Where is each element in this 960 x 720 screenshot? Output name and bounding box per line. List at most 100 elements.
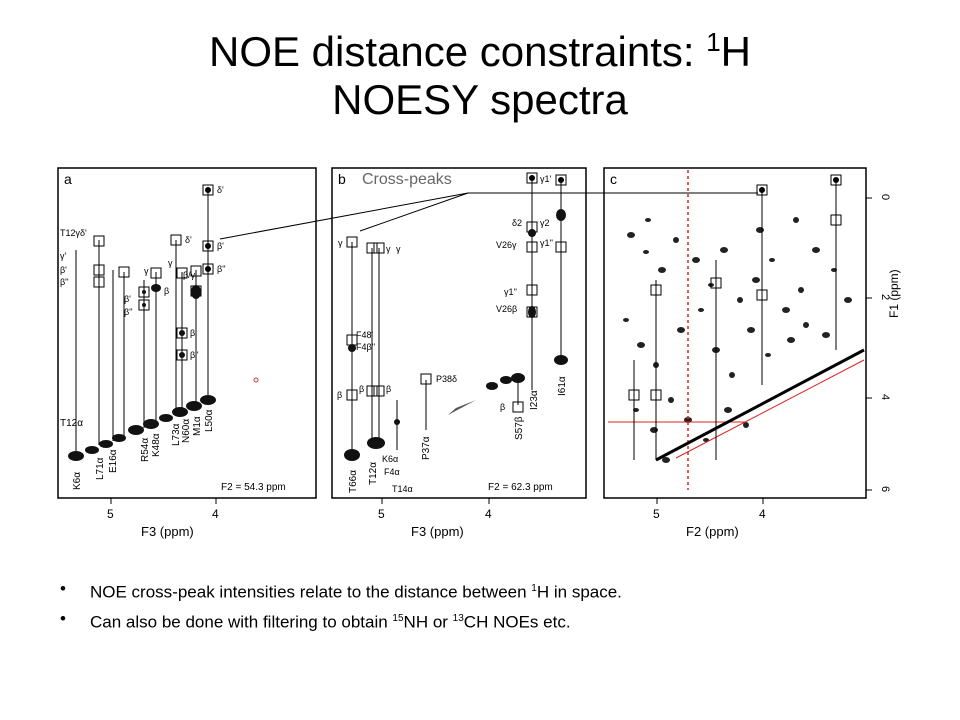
panel-a-peak-label: δ' (217, 185, 224, 195)
panel-a-left-label: β' (60, 265, 67, 275)
panel-c-tick-label: 4 (759, 507, 766, 521)
panel-a-peak-label: β'' (217, 264, 226, 274)
panel-a-tick-label: 5 (107, 507, 114, 521)
panel-c-ytick-label: 6 (879, 486, 891, 492)
panel-b-peak-label: γ1' (540, 174, 552, 184)
panel-a-peak-label: β'' (190, 350, 199, 360)
panel-b-peak-label: F48' (356, 330, 374, 340)
panel-a-residue-label: R54α (140, 438, 151, 462)
panel-b-letter: b (338, 171, 346, 187)
panel-a-footer: F2 = 54.3 ppm (221, 482, 286, 493)
panel-c-tick-label: 5 (653, 507, 660, 521)
panel-b-peak-label: δ2 (512, 218, 522, 228)
bullet-text: NOE cross-peak intensities relate to the… (90, 582, 532, 602)
panel-c-diagonal (655, 348, 865, 462)
panel-a-peak-label: T12α (60, 418, 83, 429)
panel-b-peak-label: T14α (392, 484, 413, 494)
bullet-item: NOE cross-peak intensities relate to the… (60, 576, 920, 606)
panel-a-letter: a (64, 171, 72, 187)
panel-a-left-label: β'' (60, 277, 69, 287)
bullet-sup: 15 (392, 612, 404, 624)
panel-c-yticks (866, 197, 872, 491)
panel-a-left-label: γ' (60, 251, 67, 261)
panel-b-peak-label: γ1'' (540, 238, 553, 248)
panel-a-xlabel: F3 (ppm) (141, 524, 194, 539)
panel-b-smear (448, 400, 476, 415)
title-line-2: NOESY spectra (332, 76, 628, 123)
panel-b-peak-label: γ (386, 244, 391, 254)
panel-c-xlabel: F2 (ppm) (686, 524, 739, 539)
bullet-text: H in space. (536, 582, 622, 602)
panel-c-strips (633, 180, 837, 460)
bullet-text: NH or (403, 612, 453, 632)
panel-a-peak-label: β' (190, 328, 197, 338)
panel-a-peak-label: γ (168, 258, 173, 268)
panel-c-noise-peaks (623, 217, 852, 463)
cross-peaks-annotation: Cross-peaks (219, 171, 758, 240)
panel-a-red-peak (253, 377, 259, 383)
bullet-list: NOE cross-peak intensities relate to the… (60, 576, 920, 635)
panel-b-peak-label: P38δ (436, 374, 457, 384)
panel-a-residue-label: K48α (151, 433, 162, 457)
panel-a-tick-label: 4 (212, 507, 219, 521)
panel-a-peak-label: β/γ (183, 270, 196, 280)
panel-c-cross-peaks (628, 174, 842, 401)
pointer-line-a (219, 192, 469, 240)
panel-a-peak-dots (142, 284, 201, 358)
panel-c-ytick-label: 4 (879, 394, 891, 400)
panel-b-residue-label: P37α (421, 436, 432, 460)
panel-a-peak-label: δ' (185, 235, 192, 245)
panel-b-ticks (381, 498, 490, 504)
panel-b-tick-label: 5 (378, 507, 385, 521)
panel-b: b (331, 167, 587, 539)
panel-b-peak-label: β (337, 390, 342, 400)
title-text-h: H (720, 28, 752, 75)
panel-a-diagonal-peaks (68, 395, 216, 461)
panel-b-cross-peaks (346, 172, 567, 413)
panel-b-residue-label: T12α (368, 462, 379, 485)
panel-c-diagonal-red (675, 359, 865, 459)
panel-c: c (603, 167, 901, 539)
panel-b-peak-label: β (359, 384, 364, 394)
panel-b-peak-label: F4β'' (356, 342, 375, 352)
panel-b-peak-label: β (500, 402, 505, 412)
panel-b-peak-label: β (386, 384, 391, 394)
panel-a-residue-label: E16α (108, 449, 119, 473)
pointer-line-b (359, 192, 469, 232)
title-text: NOE distance constraints: (208, 28, 707, 75)
panel-a-residue-label: L50α (204, 409, 215, 432)
panel-a: a (57, 167, 317, 539)
panel-b-residue-label: T66α (348, 470, 359, 493)
noesy-figure: a (57, 167, 901, 539)
panel-a-peak-label: β'' (124, 307, 133, 317)
panel-b-residue-label: I61α (557, 376, 568, 396)
panel-a-peak-label: β' (124, 294, 131, 304)
title-line-1: NOE distance constraints: 1H (0, 18, 960, 76)
panel-b-peak-dots (348, 209, 566, 425)
panel-b-peak-label: V26γ (496, 240, 517, 250)
panel-c-ticks (656, 498, 764, 504)
bullet-text: Can also be done with filtering to obtai… (90, 612, 393, 632)
panel-b-footer: F2 = 62.3 ppm (488, 482, 553, 493)
panel-c-letter: c (610, 171, 617, 187)
panel-b-diagonal-peaks (344, 355, 568, 461)
panel-b-peak-label: γ (396, 244, 401, 254)
panel-b-peak-label: γ1'' (504, 287, 517, 297)
bullet-sup: 1 (531, 583, 537, 594)
panel-a-residue-label: N60α (181, 419, 192, 443)
panel-b-xlabel: F3 (ppm) (411, 524, 464, 539)
panel-c-ytick-label: 2 (879, 294, 891, 300)
panel-a-peak-label: β (164, 286, 169, 296)
panel-b-peak-label: γ (338, 238, 343, 248)
panel-b-peak-label: K6α (382, 454, 398, 464)
panel-a-residue-label: M1α (192, 416, 203, 436)
panel-a-residue-label: K6α (72, 472, 83, 490)
panel-a-peak-label: γ (144, 266, 149, 276)
panel-b-residue-label: S57β (514, 416, 525, 440)
panel-a-residue-label: L73α (171, 423, 182, 446)
panel-b-peak-label: F4α (384, 467, 400, 477)
bullet-item: Can also be done with filtering to obtai… (60, 606, 920, 636)
panel-b-tick-label: 4 (485, 507, 492, 521)
panel-c-ylabel: F1 (ppm) (887, 269, 901, 318)
panel-b-residue-label: I23α (529, 390, 540, 410)
